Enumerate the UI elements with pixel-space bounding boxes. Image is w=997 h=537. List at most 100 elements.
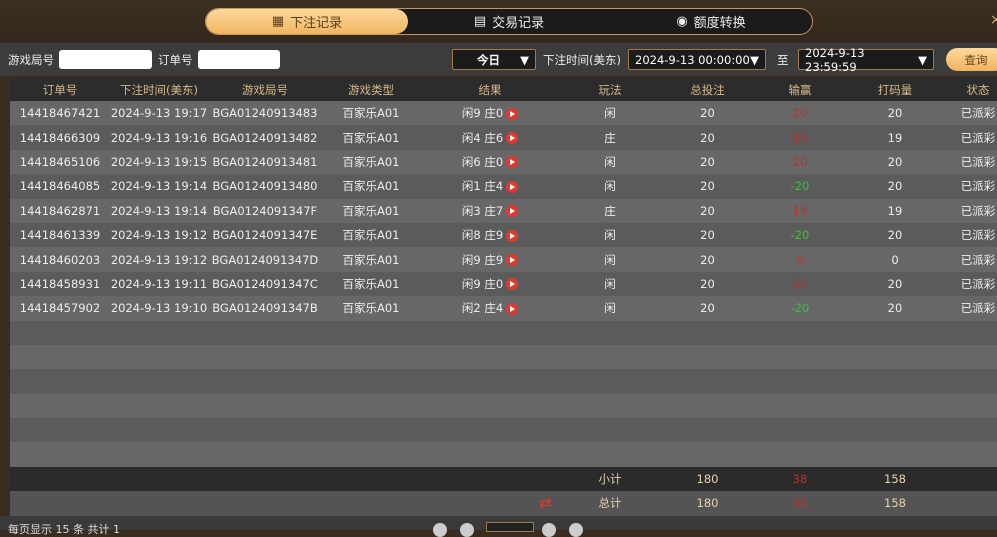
cell-7: 19 — [755, 204, 845, 218]
play-icon[interactable] — [506, 229, 519, 242]
filter-bar: 游戏局号 订单号 今日 ▼ 下注时间(美东) 2024-9-13 00:00:00… — [0, 43, 997, 76]
empty-row — [10, 320, 997, 345]
coins-icon: ◉ — [676, 14, 688, 29]
cell-5: 闲 — [560, 276, 660, 292]
cell: 20 — [887, 179, 903, 194]
empty-row — [10, 418, 997, 443]
tab-label: 额度转换 — [693, 16, 746, 31]
cell: 14418466309 — [19, 130, 101, 145]
start-time-select[interactable]: 2024-9-13 00:00:00 ▼ — [628, 49, 766, 70]
cell-4: 闲8 庄9 — [420, 227, 560, 243]
cell-2: BGA01240913481 — [208, 155, 322, 169]
cell-8: 20 — [845, 155, 945, 169]
total-label: 总计 — [598, 496, 622, 511]
close-button[interactable]: × — [990, 12, 997, 28]
cell: 庄 — [604, 130, 616, 145]
cell-0: 14418462871 — [10, 204, 110, 218]
table-row: 14418465106 2024-9-13 19:15 BGA01240913481… — [10, 149, 997, 175]
cell-3: 百家乐A01 — [322, 252, 420, 268]
cell-1: 2024-9-13 19:17 — [110, 106, 208, 120]
start-value: 2024-9-13 00:00:00 — [635, 52, 750, 67]
page-input[interactable] — [486, 522, 534, 532]
subtotal-turnover: 158 — [884, 472, 906, 487]
tab-transfer[interactable]: ◉ 额度转换 — [610, 9, 812, 34]
total-bet: 180 — [696, 496, 719, 511]
cell-8: 19 — [845, 204, 945, 218]
cell: 14418462871 — [19, 203, 101, 218]
cell-7: 0 — [755, 253, 845, 267]
tab-label: 交易记录 — [492, 16, 545, 31]
subtotal-win: 38 — [792, 472, 808, 487]
cell-7: -20 — [755, 301, 845, 315]
cell: 20 — [700, 301, 715, 316]
cell-9: 已派彩 — [945, 276, 997, 292]
cell: 14418458931 — [19, 276, 101, 291]
cell-8: 0 — [845, 253, 945, 267]
play-icon[interactable] — [506, 107, 519, 120]
cell-9: 已派彩 — [945, 130, 997, 146]
cell: BGA0124091347C — [212, 276, 318, 291]
cell-0: 14418461339 — [10, 228, 110, 242]
cell-7: 19 — [755, 131, 845, 145]
time-label: 下注时间(美东) — [543, 53, 621, 67]
next-page-button[interactable] — [542, 523, 556, 537]
cell-2: BGA0124091347D — [208, 253, 322, 267]
play-icon[interactable] — [506, 254, 519, 267]
tab-bet-records[interactable]: ▦ 下注记录 — [206, 9, 408, 34]
cell: 闲 — [604, 252, 616, 267]
cell-6: 20 — [660, 131, 755, 145]
cell: 20 — [887, 154, 903, 169]
cell: 百家乐A01 — [342, 301, 400, 316]
records-table: 订单号 下注时间(美东) 游戏局号 游戏类型 结果 玩法 总投注 输赢 打码量 状态 144184… — [10, 78, 997, 516]
subtotal-bet: 180 — [696, 472, 719, 487]
cell: 2024-9-13 19:14 — [110, 203, 208, 218]
cell: 百家乐A01 — [342, 276, 400, 291]
cell-9: 已派彩 — [945, 203, 997, 219]
total-turnover: 158 — [884, 496, 906, 511]
period-select[interactable]: 今日 ▼ — [452, 49, 536, 70]
cell-7: 20 — [755, 106, 845, 120]
cell: 已派彩 — [960, 228, 996, 243]
table-row: 14418458931 2024-9-13 19:11 BGA0124091347C… — [10, 271, 997, 297]
empty-row — [10, 369, 997, 394]
tab-transactions[interactable]: ▤ 交易记录 — [408, 9, 610, 34]
cell-3: 百家乐A01 — [322, 154, 420, 170]
cell: 14418460203 — [19, 252, 101, 267]
last-page-button[interactable] — [569, 523, 583, 537]
cell-5: 闲 — [560, 227, 660, 243]
refresh-icon[interactable]: ⇄ — [539, 494, 552, 513]
play-icon[interactable] — [506, 180, 519, 193]
cell-7: -20 — [755, 228, 845, 242]
cell-4: 闲4 庄6 — [420, 130, 560, 146]
cell: 20 — [700, 154, 715, 169]
cell-4: 闲1 庄4 — [420, 178, 560, 194]
cell-6: 20 — [660, 204, 755, 218]
cell: 19 — [792, 203, 808, 218]
cell: 2024-9-13 19:10 — [110, 301, 208, 316]
column-header: 游戏局号 — [242, 82, 288, 97]
cell: 0 — [796, 252, 804, 267]
round-input[interactable] — [59, 50, 152, 69]
order-input[interactable] — [198, 50, 280, 69]
play-icon[interactable] — [506, 156, 519, 169]
cell-6: 20 — [660, 253, 755, 267]
cell: 百家乐A01 — [342, 154, 400, 169]
end-time-select[interactable]: 2024-9-13 23:59:59 ▼ — [798, 46, 934, 74]
play-icon[interactable] — [506, 302, 519, 315]
first-page-button[interactable] — [433, 523, 447, 537]
cell: 19 — [887, 130, 903, 145]
cell: 20 — [700, 276, 715, 291]
play-icon[interactable] — [506, 132, 519, 145]
cell-0: 14418467421 — [10, 106, 110, 120]
cell: 2024-9-13 19:14 — [110, 179, 208, 194]
cell-0: 14418464085 — [10, 179, 110, 193]
query-button[interactable]: 查询 — [946, 48, 997, 71]
cell: 闲8 庄9 — [461, 228, 504, 243]
play-icon[interactable] — [506, 278, 519, 291]
subtotal-label: 小计 — [598, 472, 622, 487]
to-label: 至 — [777, 53, 789, 67]
prev-page-button[interactable] — [460, 523, 474, 537]
cell: 闲 — [604, 301, 616, 316]
round-label: 游戏局号 — [8, 53, 54, 67]
play-icon[interactable] — [506, 205, 519, 218]
